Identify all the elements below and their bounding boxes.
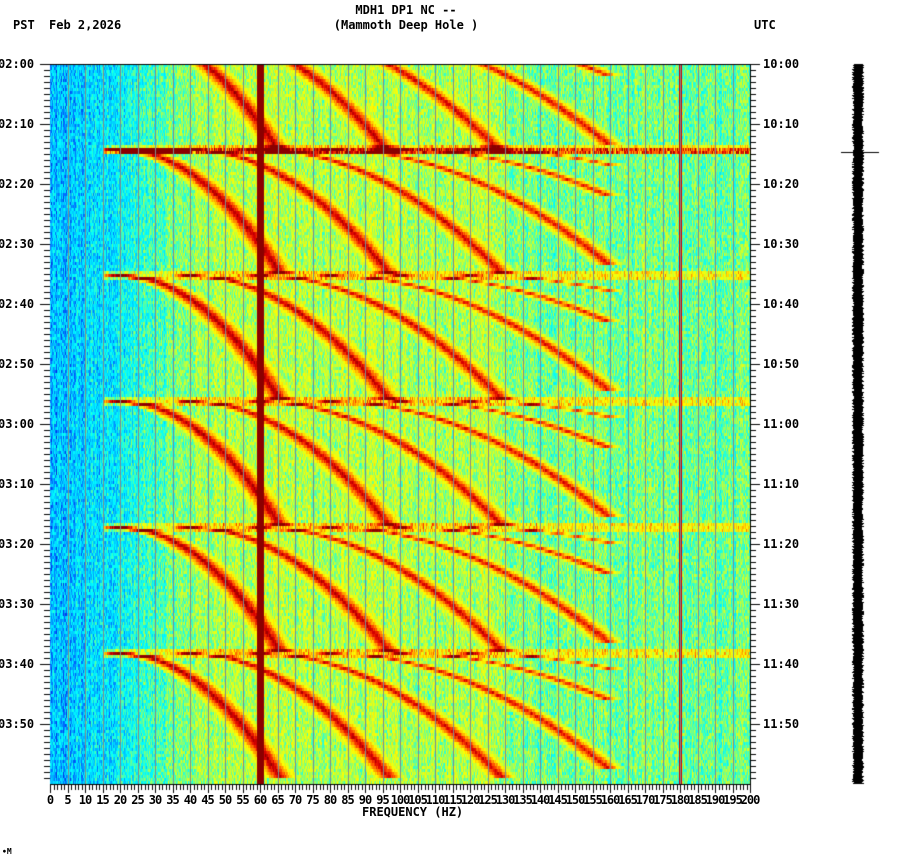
x-tick-label: 195 xyxy=(723,793,743,807)
x-tick-label: 90 xyxy=(358,793,372,807)
y-tick-label-left: 02:00 xyxy=(0,57,35,71)
x-tick-label: 5 xyxy=(64,793,71,807)
x-tick-label: 115 xyxy=(443,793,463,807)
y-tick-label-right: 10:10 xyxy=(763,117,800,131)
x-tick-label: 0 xyxy=(46,793,54,807)
x-axis-title: FREQUENCY (HZ) xyxy=(362,805,464,819)
y-tick-label-right: 11:50 xyxy=(763,717,800,731)
x-tick-label: 150 xyxy=(565,793,586,807)
x-tick-label: 190 xyxy=(705,793,726,807)
x-tick-label: 85 xyxy=(341,793,354,807)
y-tick-label-left: 02:30 xyxy=(0,237,35,251)
x-tick-label: 65 xyxy=(271,793,284,807)
y-tick-label-right: 10:00 xyxy=(763,57,800,71)
x-tick-label: 55 xyxy=(236,793,249,807)
x-tick-label: 170 xyxy=(635,793,656,807)
y-tick-label-right: 11:20 xyxy=(763,537,800,551)
y-tick-label-left: 02:50 xyxy=(0,357,35,371)
x-tick-label: 160 xyxy=(600,793,621,807)
x-tick-label: 75 xyxy=(306,793,319,807)
y-tick-label-right: 11:00 xyxy=(763,417,800,431)
x-tick-label: 60 xyxy=(253,793,267,807)
x-tick-label: 185 xyxy=(688,793,708,807)
x-tick-label: 100 xyxy=(390,793,411,807)
x-tick-label: 105 xyxy=(408,793,428,807)
y-tick-label-left: 02:20 xyxy=(0,177,35,191)
y-tick-label-left: 02:10 xyxy=(0,117,35,131)
x-tick-label: 15 xyxy=(96,793,109,807)
x-tick-label: 165 xyxy=(618,793,638,807)
y-tick-label-right: 10:50 xyxy=(763,357,800,371)
x-tick-label: 50 xyxy=(218,793,232,807)
footer-mark: ∙M xyxy=(2,847,12,856)
y-tick-label-right: 11:40 xyxy=(763,657,800,671)
y-tick-label-left: 03:50 xyxy=(0,717,35,731)
y-tick-label-right: 10:30 xyxy=(763,237,800,251)
y-tick-label-right: 10:20 xyxy=(763,177,800,191)
x-tick-label: 10 xyxy=(78,793,92,807)
y-tick-label-left: 03:30 xyxy=(0,597,35,611)
x-tick-label: 175 xyxy=(653,793,673,807)
x-tick-label: 40 xyxy=(183,793,197,807)
y-tick-label-right: 11:10 xyxy=(763,477,800,491)
y-tick-label-left: 02:40 xyxy=(0,297,35,311)
x-tick-label: 35 xyxy=(166,793,179,807)
y-tick-label-right: 11:30 xyxy=(763,597,800,611)
y-tick-label-left: 03:10 xyxy=(0,477,35,491)
y-tick-label-left: 03:40 xyxy=(0,657,35,671)
x-tick-label: 80 xyxy=(323,793,337,807)
x-tick-label: 180 xyxy=(670,793,691,807)
x-tick-label: 140 xyxy=(530,793,551,807)
x-tick-label: 145 xyxy=(548,793,568,807)
x-tick-label: 120 xyxy=(460,793,481,807)
x-tick-label: 130 xyxy=(495,793,516,807)
x-tick-label: 95 xyxy=(376,793,389,807)
x-tick-label: 45 xyxy=(201,793,214,807)
x-tick-label: 135 xyxy=(513,793,533,807)
y-tick-label-right: 10:40 xyxy=(763,297,800,311)
x-tick-label: 30 xyxy=(148,793,162,807)
x-tick-label: 200 xyxy=(740,793,761,807)
x-tick-label: 155 xyxy=(583,793,603,807)
x-tick-label: 25 xyxy=(131,793,144,807)
x-tick-label: 110 xyxy=(425,793,446,807)
x-tick-label: 125 xyxy=(478,793,498,807)
y-tick-label-left: 03:00 xyxy=(0,417,35,431)
x-tick-label: 20 xyxy=(113,793,127,807)
x-tick-label: 70 xyxy=(288,793,302,807)
y-tick-label-left: 03:20 xyxy=(0,537,35,551)
